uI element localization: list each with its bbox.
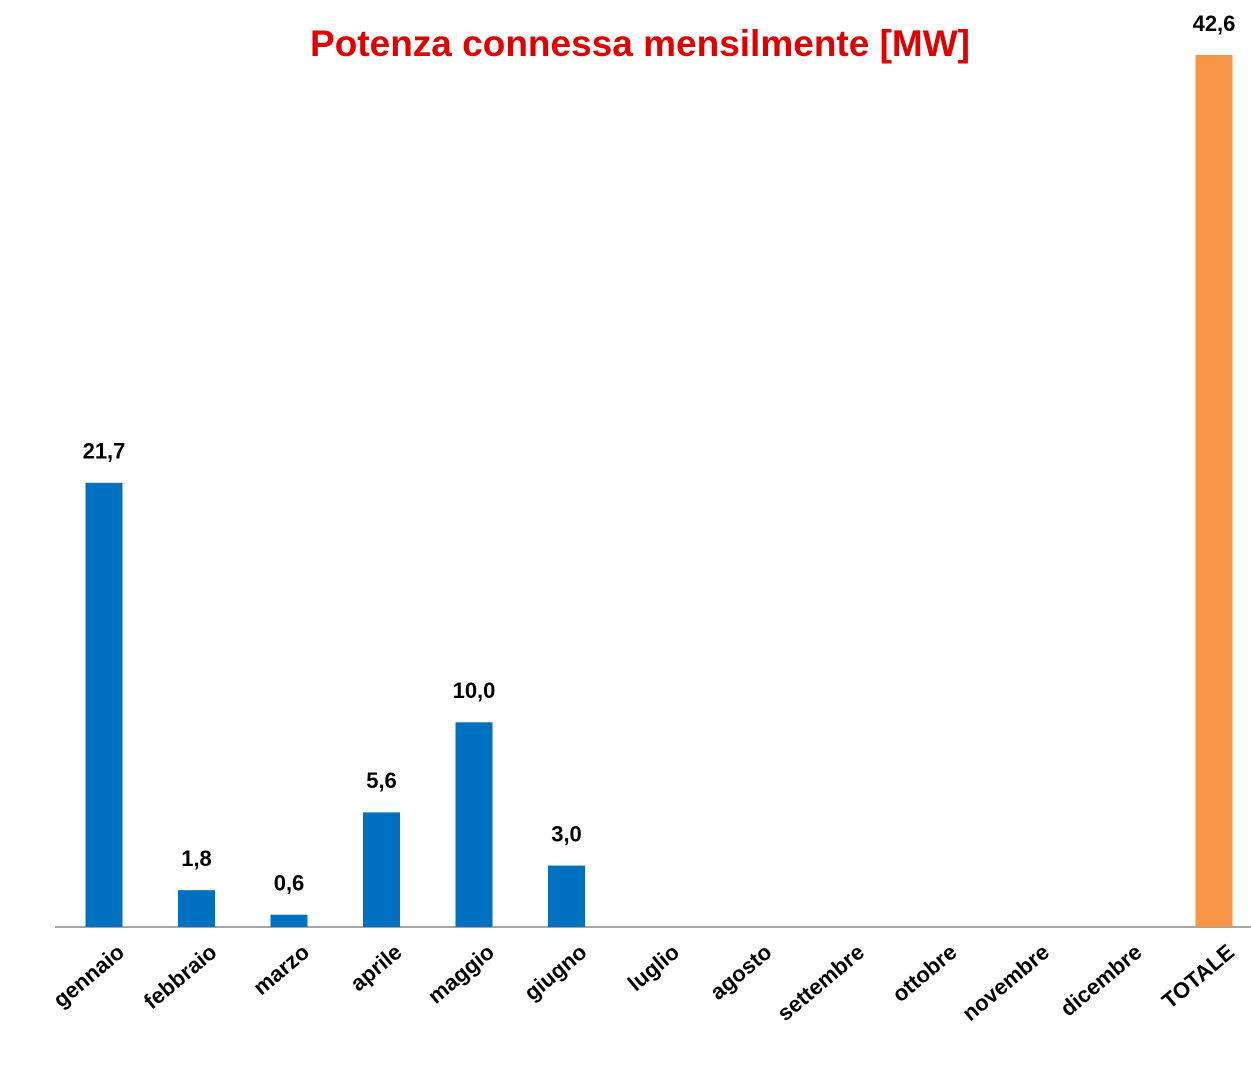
value-label: 1,8 <box>181 846 212 871</box>
value-label: 42,6 <box>1193 11 1236 36</box>
bar <box>363 812 400 927</box>
x-tick-label: giugno <box>519 939 591 1005</box>
x-tick-label: ottobre <box>887 939 961 1007</box>
x-tick-label: febbraio <box>139 939 222 1014</box>
x-tick-label: novembre <box>957 939 1054 1026</box>
x-tick-label: marzo <box>248 939 314 1000</box>
chart-title: Potenza connessa mensilmente [MW] <box>310 23 970 64</box>
value-label: 5,6 <box>366 768 397 793</box>
x-tick-label: maggio <box>423 939 499 1008</box>
value-label: 3,0 <box>551 821 582 846</box>
x-tick-label: luglio <box>623 939 684 996</box>
x-tick-label: dicembre <box>1055 939 1146 1021</box>
value-label: 21,7 <box>83 439 126 464</box>
x-tick-label: aprile <box>345 939 406 996</box>
x-tick-label: TOTALE <box>1157 939 1239 1013</box>
value-label: 10,0 <box>453 678 496 703</box>
bar <box>178 890 215 927</box>
bar <box>85 482 123 927</box>
x-tick-label: agosto <box>705 939 776 1005</box>
bar <box>548 865 585 927</box>
bar <box>270 914 308 927</box>
bar <box>1195 55 1233 927</box>
x-tick-label: settembre <box>772 939 869 1026</box>
x-tick-label: gennaio <box>48 939 129 1012</box>
value-label: 0,6 <box>274 871 305 896</box>
bar <box>455 722 493 927</box>
